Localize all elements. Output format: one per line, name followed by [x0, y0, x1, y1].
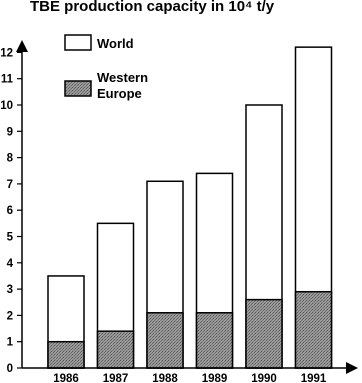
y-tick-label: 6: [7, 205, 13, 217]
legend: World Western Europe: [64, 34, 148, 101]
bar-western-europe-1986: [47, 340, 85, 369]
bar-western-europe-1989: [195, 312, 234, 369]
bar-western-europe-1990: [245, 298, 283, 369]
y-tick-label: 11: [1, 74, 14, 86]
bar-western-europe-1987: [96, 330, 135, 369]
y-tick-label: 1: [7, 337, 14, 349]
legend-label-western-europe-line2: Europe: [97, 86, 142, 101]
y-tick-label: 2: [7, 310, 13, 322]
y-tick-label: 9: [7, 126, 13, 138]
legend-swatch-western-europe: [64, 80, 92, 97]
chart-title: TBE production capacity in 10⁴ t/y: [30, 0, 275, 15]
y-tick-label: 12: [0, 47, 13, 59]
y-tick-label: 10: [0, 100, 13, 112]
x-tick-label: 1990: [251, 373, 277, 383]
y-tick-label: 8: [7, 153, 14, 165]
legend-label-world: World: [97, 36, 134, 51]
y-tick-label: 7: [7, 179, 13, 191]
y-tick-label: 5: [7, 232, 14, 244]
x-tick-label: 1989: [202, 373, 228, 383]
legend-swatch-world: [64, 34, 92, 51]
bar-western-europe-1988: [146, 312, 184, 369]
x-tick-label: 1986: [53, 373, 79, 383]
x-tick-label: 1991: [301, 373, 327, 383]
x-tick-label: 1987: [103, 373, 129, 383]
bar-western-europe-1991: [294, 290, 333, 369]
y-tick-label: 3: [7, 284, 13, 296]
y-tick-label: 0: [7, 363, 13, 375]
x-tick-label: 1988: [152, 373, 178, 383]
y-tick-label: 4: [7, 258, 14, 270]
legend-label-western-europe-line1: Western: [97, 70, 148, 85]
x-axis-labels: 1986 1987 1988 1989 1990 1991: [53, 373, 327, 383]
